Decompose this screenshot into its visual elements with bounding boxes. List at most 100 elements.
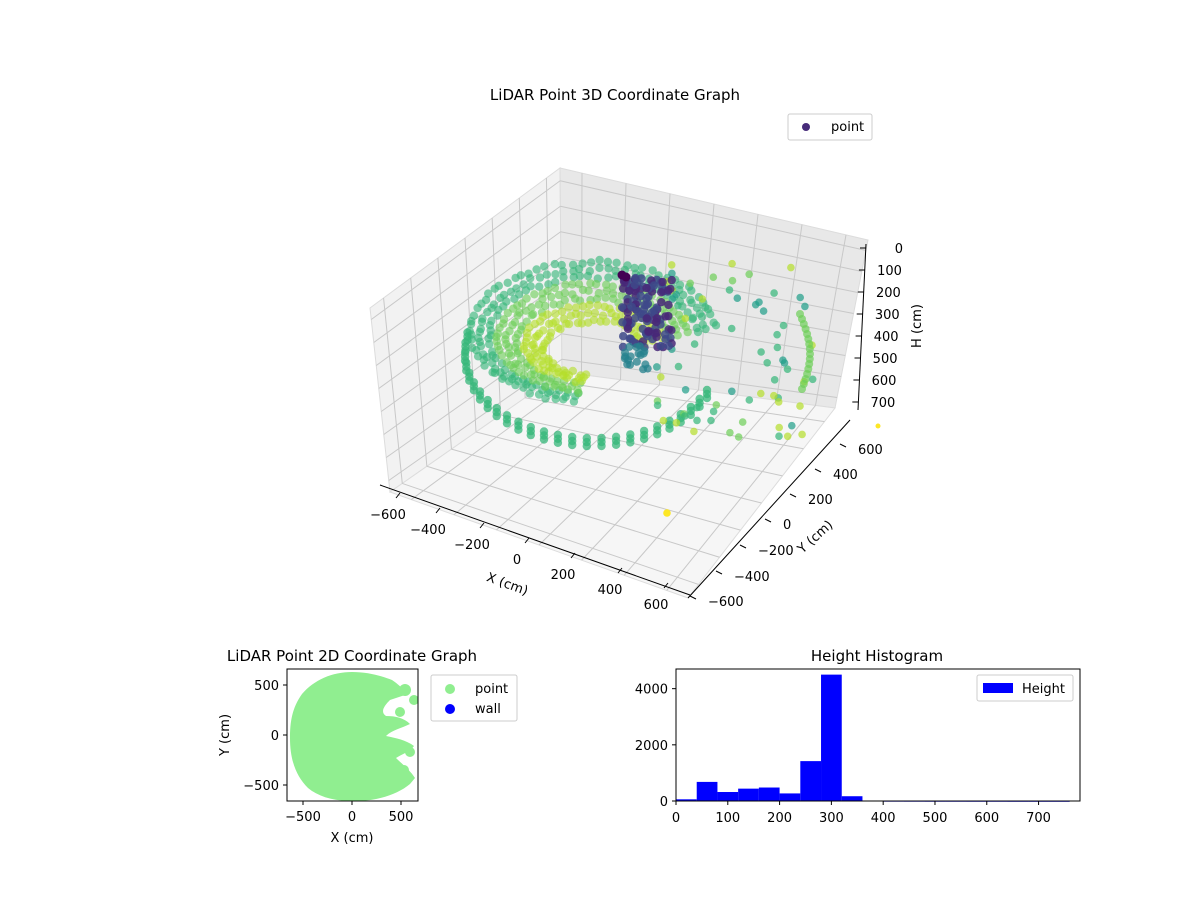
legend-2d: point wall [430,674,518,722]
x-tick-label-3d: 600 [644,598,669,613]
cloud-point [621,348,630,357]
plot-2d-area [290,672,418,801]
cloud-point [798,430,806,439]
cloud-point [595,263,604,273]
cloud-point [527,303,536,312]
cloud-point [657,288,666,297]
cloud-point [619,332,628,341]
cloud-point [681,412,689,420]
cloud-point [577,319,586,328]
y-tick-label-2d: 0 [271,729,279,744]
cloud-point [576,371,585,380]
cloud-point [734,433,743,441]
cloud-point [745,270,753,279]
cloud-point [586,258,596,267]
cloud-point [511,359,520,368]
cloud-point [687,286,696,295]
cloud-point [701,324,710,334]
cloud-point [693,403,701,412]
cloud-point [556,325,565,334]
cloud-point [706,310,715,319]
y-axis-line [687,419,851,599]
x-tick-label-3d: −400 [410,523,446,538]
x-axis-label-3d: X (cm) [484,570,530,599]
cloud-point [627,302,636,312]
grid-line-right-wall [776,224,803,401]
cloud-point [783,365,792,374]
grid-3d [370,173,867,591]
cloud-point [530,290,539,299]
cloud-point [494,281,503,290]
legend-3d-marker [802,123,810,131]
y-tick-label-histogram: 0 [660,795,668,810]
cloud-point [681,314,690,323]
cloud-point [667,326,676,335]
y-tick-mark-3d [715,570,723,575]
cloud-point [783,432,792,441]
cloud-point [568,440,577,450]
cloud-point [773,343,782,352]
cloud-point [561,280,570,289]
grid-line-right-wall [698,203,715,391]
cloud-point [589,315,599,325]
cloud-point [673,331,682,340]
histogram-bar [758,787,780,801]
chart-2d-title: LiDAR Point 2D Coordinate Graph [227,647,477,665]
cloud-point [712,401,721,409]
grid-line-floor [623,399,777,576]
cloud-point [637,263,647,272]
point-scatter-2d [290,672,415,801]
cloud-point [653,363,661,371]
cloud-point [647,308,657,317]
y-axis-label-3d: Y (cm) [794,518,836,558]
legend-marker-point [445,684,455,694]
cloud-point [535,282,544,291]
cloud-point [483,403,492,413]
x-tick-label-histogram: 300 [819,811,844,826]
x-tick-label-3d: −600 [370,508,406,523]
cloud-point [640,300,649,310]
cloud-point [757,348,765,356]
cloud-point [516,271,525,280]
x-tick-label-2d: −500 [285,810,321,825]
legend-3d-label: point [831,120,864,135]
cloud-point [595,255,604,265]
z-tick-label-3d: 0 [895,242,903,257]
z-tick-label-3d: 200 [876,286,901,301]
legend-marker-wall [445,704,455,714]
x-tick-mark-3d [479,522,485,529]
cloud-point [626,438,635,447]
cloud-point [500,365,510,374]
cloud-point [672,419,681,427]
cloud-point [612,258,621,267]
cloud-point [725,286,734,294]
cloud-point [626,352,635,361]
x-tick-label-3d: −200 [454,538,490,553]
cloud-point [709,407,718,416]
grid-line-floor [475,431,762,504]
cloud-point [610,317,619,326]
cloud-point [668,269,676,278]
grid-line-left-wall [375,231,561,366]
y-tick-label-3d: 400 [833,468,858,483]
cloud-point [484,289,493,298]
histogram-bar [696,781,718,801]
cloud-point [636,291,645,301]
grid-line-left-wall [545,177,551,381]
cloud-point [583,308,593,318]
cloud-point [770,391,778,400]
legend-histogram-box [976,674,1074,702]
cloud-point [492,411,501,421]
y-tick-label-3d: −400 [734,570,770,585]
grid-line-right-wall [560,231,858,293]
cloud-point [726,428,734,437]
cloud-point [683,327,692,337]
cloud-point [551,309,560,318]
cloud-point [460,356,470,365]
x-tick-mark-3d [617,567,623,574]
cloud-point [667,275,676,285]
cloud-point [550,259,559,269]
legend-label-wall: wall [475,702,501,717]
y-tick-label-3d: 0 [783,518,791,533]
